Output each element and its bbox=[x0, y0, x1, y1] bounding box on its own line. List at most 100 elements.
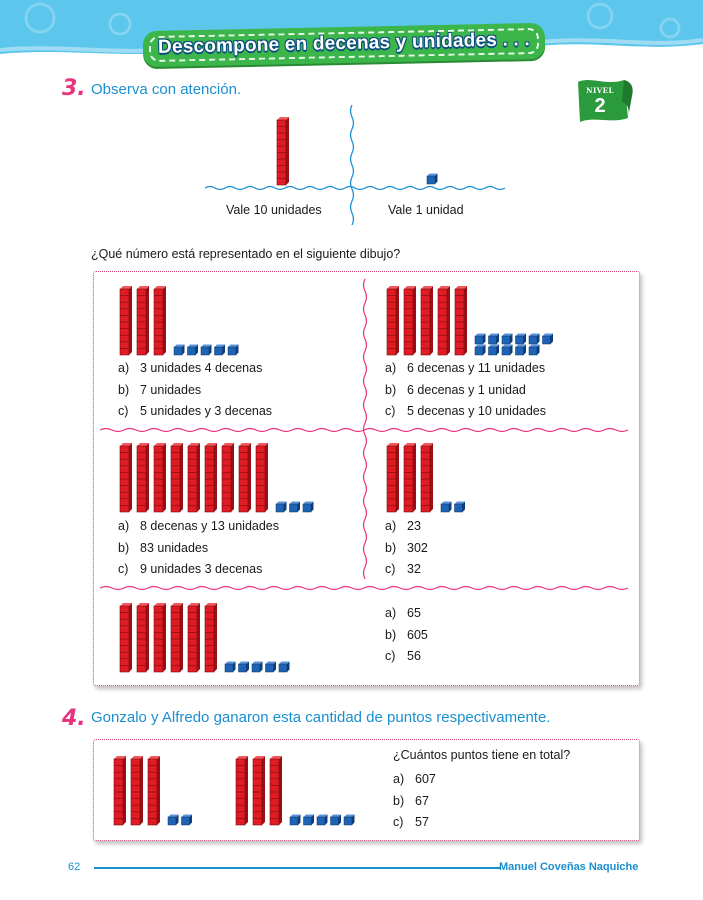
unit-cube bbox=[528, 333, 540, 345]
ten-rod bbox=[269, 756, 282, 826]
unit-cube bbox=[278, 661, 290, 673]
unit-cube bbox=[224, 661, 236, 673]
unit-cube bbox=[238, 661, 249, 673]
ten-rod bbox=[403, 286, 416, 356]
option-c: c) 57 bbox=[393, 815, 429, 829]
unit-cube bbox=[454, 501, 465, 513]
section-4-options: a) 607 b) 67 c) 57 bbox=[393, 769, 436, 834]
exercise-4-blocks bbox=[385, 442, 477, 519]
ten-rod bbox=[276, 117, 289, 186]
author-name: Manuel Coveñas Naquiche bbox=[499, 861, 639, 873]
exercise-1-blocks bbox=[118, 285, 251, 362]
option-a: a) 8 decenas y 13 unidades bbox=[118, 519, 279, 533]
section-4-title: Gonzalo y Alfredo ganaron esta cantidad … bbox=[91, 709, 551, 726]
option-a: a) 607 bbox=[393, 772, 436, 786]
option-a: a) 65 bbox=[385, 606, 421, 620]
option-c: c) 5 unidades y 3 decenas bbox=[118, 404, 273, 418]
exercise-3-options: a) 8 decenas y 13 unidades b) 83 unidades … bbox=[118, 516, 279, 581]
unit-cube bbox=[488, 333, 499, 345]
ten-rod bbox=[136, 286, 149, 356]
option-c: c) 5 decenas y 10 unidades bbox=[385, 404, 546, 418]
unit-cube bbox=[302, 501, 314, 513]
ten-rod bbox=[437, 286, 450, 356]
unit-cube bbox=[173, 344, 185, 356]
ten-rod bbox=[136, 443, 149, 513]
exercise-5-options: a) 65 b) 605 c) 56 bbox=[385, 603, 428, 668]
unit-cube bbox=[316, 814, 328, 826]
page-number: 62 bbox=[68, 861, 81, 873]
unit-cube bbox=[426, 173, 438, 185]
unit-cube bbox=[515, 333, 526, 345]
unit-caption: Vale 1 unidad bbox=[388, 203, 464, 217]
option-b: b) 83 unidades bbox=[118, 540, 209, 555]
option-a: a) 3 unidades 4 decenas bbox=[118, 361, 263, 375]
ten-rod bbox=[153, 286, 166, 356]
ten-rod bbox=[153, 603, 166, 673]
ten-rod bbox=[153, 443, 166, 513]
exercise-4-options: a) 23 b) 302 c) 32 bbox=[385, 516, 428, 581]
section-3-number: 3. bbox=[62, 76, 86, 101]
unit-cube bbox=[265, 661, 276, 673]
option-b: b) 7 unidades bbox=[118, 382, 202, 397]
ten-rod bbox=[238, 443, 251, 513]
ten-rod bbox=[403, 443, 416, 513]
ten-rod bbox=[454, 286, 467, 356]
demo-divider bbox=[204, 105, 506, 225]
ten-rod bbox=[420, 443, 433, 513]
ten-rod bbox=[170, 603, 183, 673]
unit-cube bbox=[488, 344, 499, 356]
section-3-question: ¿Qué número está representado en el sigu… bbox=[91, 247, 401, 261]
unit-cube bbox=[515, 344, 526, 356]
section-4-question: ¿Cuántos puntos tiene en total? bbox=[393, 748, 571, 762]
ten-rod bbox=[204, 603, 217, 673]
option-b: b) 605 bbox=[385, 627, 428, 642]
level-number: 2 bbox=[594, 95, 606, 117]
demo-unit-cube bbox=[426, 173, 440, 192]
ten-rod bbox=[136, 603, 149, 673]
unit-cube bbox=[227, 344, 239, 356]
option-c: c) 56 bbox=[385, 649, 421, 663]
unit-cube bbox=[167, 814, 179, 826]
unit-cube bbox=[474, 344, 486, 356]
exercise-2-blocks bbox=[385, 285, 565, 362]
option-c: c) 9 unidades 3 decenas bbox=[118, 562, 263, 576]
option-b: b) 302 bbox=[385, 540, 428, 555]
ten-rod bbox=[221, 443, 234, 513]
tens-caption: Vale 10 unidades bbox=[226, 203, 322, 217]
ten-rod bbox=[187, 443, 200, 513]
ten-rod bbox=[130, 756, 143, 826]
ten-rod bbox=[119, 443, 132, 513]
unit-cube bbox=[440, 501, 452, 513]
ten-rod bbox=[252, 756, 265, 826]
unit-cube bbox=[330, 814, 341, 826]
ten-rod bbox=[235, 756, 248, 826]
exercise-2-options: a) 6 decenas y 11 unidades b) 6 decenas y … bbox=[385, 358, 546, 423]
unit-cube bbox=[343, 814, 355, 826]
unit-cube bbox=[501, 344, 513, 356]
unit-cube bbox=[200, 344, 212, 356]
unit-cube bbox=[289, 814, 301, 826]
exercise-1-options: a) 3 unidades 4 decenas b) 7 unidades c) 5 … bbox=[118, 358, 272, 423]
ten-rod bbox=[420, 286, 433, 356]
unit-cube bbox=[275, 501, 287, 513]
level-label: NIVEL bbox=[586, 86, 614, 95]
gonzalo-blocks bbox=[112, 755, 204, 832]
unit-cube bbox=[251, 661, 263, 673]
ten-rod bbox=[170, 443, 183, 513]
option-a: a) 23 bbox=[385, 519, 421, 533]
alfredo-blocks bbox=[234, 755, 367, 832]
option-b: b) 6 decenas y 1 unidad bbox=[385, 382, 526, 397]
section-3-title: Observa con atención. bbox=[91, 81, 242, 98]
exercise-3-blocks bbox=[118, 442, 326, 519]
unit-cube bbox=[181, 814, 192, 826]
ten-rod bbox=[113, 756, 126, 826]
ten-rod bbox=[147, 756, 160, 826]
option-a: a) 6 decenas y 11 unidades bbox=[385, 361, 546, 375]
exercise-5-blocks bbox=[118, 602, 302, 679]
ten-rod bbox=[386, 286, 399, 356]
unit-cube bbox=[214, 344, 225, 356]
ten-rod bbox=[119, 603, 132, 673]
ten-rod bbox=[119, 286, 132, 356]
section-4-number: 4. bbox=[62, 706, 86, 731]
footer-rule bbox=[94, 867, 500, 869]
